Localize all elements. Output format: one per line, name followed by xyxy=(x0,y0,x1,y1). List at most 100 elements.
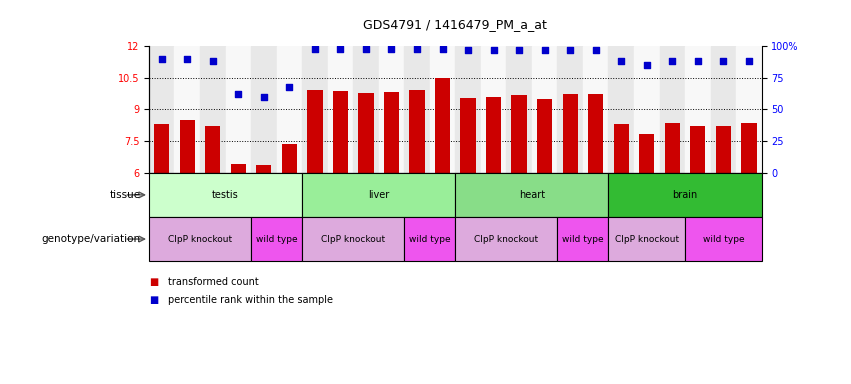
Point xyxy=(155,56,168,62)
Bar xyxy=(583,46,608,173)
Bar xyxy=(353,46,379,173)
Bar xyxy=(174,46,200,173)
Bar xyxy=(251,217,302,261)
Bar xyxy=(455,217,557,261)
Bar xyxy=(460,98,476,173)
Point xyxy=(334,46,347,52)
Bar xyxy=(302,173,455,217)
Point xyxy=(410,46,424,52)
Point xyxy=(461,47,475,53)
Point xyxy=(563,47,577,53)
Bar xyxy=(302,46,328,173)
Text: wild type: wild type xyxy=(409,235,450,243)
Text: ClpP knockout: ClpP knockout xyxy=(321,235,386,243)
Point xyxy=(640,62,654,68)
Text: testis: testis xyxy=(212,190,239,200)
Bar xyxy=(608,173,762,217)
Text: tissue: tissue xyxy=(109,190,140,200)
Bar xyxy=(639,134,654,173)
Bar xyxy=(665,123,680,173)
Text: heart: heart xyxy=(519,190,545,200)
Bar xyxy=(736,46,762,173)
Point xyxy=(717,58,730,65)
Text: ClpP knockout: ClpP knockout xyxy=(168,235,232,243)
Bar xyxy=(716,126,731,173)
Bar xyxy=(711,46,736,173)
Point xyxy=(385,46,398,52)
Bar xyxy=(358,93,374,173)
Bar xyxy=(506,46,532,173)
Bar xyxy=(741,123,757,173)
Bar xyxy=(557,217,608,261)
Bar xyxy=(481,46,506,173)
Bar xyxy=(563,94,578,173)
Point xyxy=(436,46,449,52)
Bar xyxy=(282,144,297,173)
Bar xyxy=(404,217,455,261)
Bar xyxy=(532,46,557,173)
Bar xyxy=(435,78,450,173)
Bar xyxy=(685,46,711,173)
Point xyxy=(180,56,194,62)
Bar xyxy=(455,46,481,173)
Bar xyxy=(379,46,404,173)
Bar xyxy=(384,92,399,173)
Bar xyxy=(277,46,302,173)
Bar xyxy=(333,91,348,173)
Bar xyxy=(634,46,660,173)
Point xyxy=(589,47,603,53)
Bar xyxy=(231,164,246,173)
Point xyxy=(487,47,500,53)
Text: ClpP knockout: ClpP knockout xyxy=(474,235,539,243)
Text: ClpP knockout: ClpP knockout xyxy=(614,235,679,243)
Bar xyxy=(200,46,226,173)
Bar xyxy=(557,46,583,173)
Bar xyxy=(511,95,527,173)
Point xyxy=(512,47,526,53)
Bar xyxy=(149,173,302,217)
Bar xyxy=(149,217,251,261)
Point xyxy=(257,94,271,100)
Bar xyxy=(537,99,552,173)
Bar xyxy=(149,46,174,173)
Bar xyxy=(608,46,634,173)
Point xyxy=(665,58,679,65)
Bar xyxy=(614,124,629,173)
Text: brain: brain xyxy=(672,190,698,200)
Text: ■: ■ xyxy=(149,295,158,305)
Point xyxy=(231,91,245,97)
Bar xyxy=(588,94,603,173)
Point xyxy=(359,46,373,52)
Point xyxy=(691,58,705,65)
Text: transformed count: transformed count xyxy=(168,277,259,287)
Bar xyxy=(685,217,762,261)
Bar xyxy=(430,46,455,173)
Bar xyxy=(251,46,277,173)
Bar xyxy=(404,46,430,173)
Text: liver: liver xyxy=(368,190,389,200)
Text: percentile rank within the sample: percentile rank within the sample xyxy=(168,295,333,305)
Bar xyxy=(307,91,323,173)
Bar xyxy=(205,126,220,173)
Bar xyxy=(608,217,685,261)
Text: ■: ■ xyxy=(149,277,158,287)
Text: genotype/variation: genotype/variation xyxy=(42,234,140,244)
Point xyxy=(538,47,551,53)
Bar xyxy=(690,126,705,173)
Point xyxy=(308,46,322,52)
Point xyxy=(283,84,296,90)
Bar xyxy=(256,166,271,173)
Bar xyxy=(302,217,404,261)
Text: wild type: wild type xyxy=(563,235,603,243)
Text: wild type: wild type xyxy=(703,235,744,243)
Text: GDS4791 / 1416479_PM_a_at: GDS4791 / 1416479_PM_a_at xyxy=(363,18,547,31)
Point xyxy=(206,58,220,65)
Bar xyxy=(409,91,425,173)
Point xyxy=(742,58,756,65)
Bar xyxy=(154,124,169,173)
Bar xyxy=(455,173,608,217)
Bar xyxy=(328,46,353,173)
Text: wild type: wild type xyxy=(256,235,297,243)
Bar xyxy=(226,46,251,173)
Bar xyxy=(660,46,685,173)
